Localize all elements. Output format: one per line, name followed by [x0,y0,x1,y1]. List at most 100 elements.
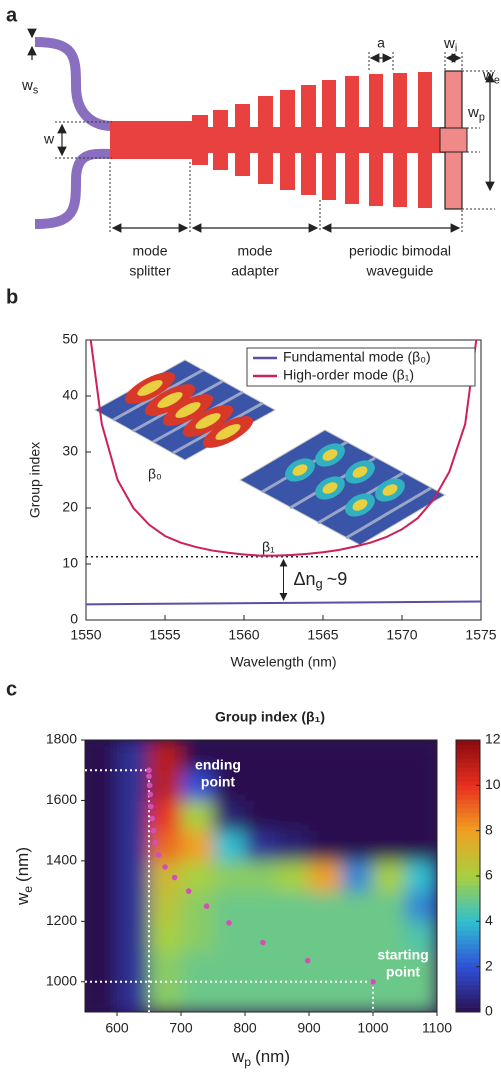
text-base: w [231,1047,245,1066]
colorbar-step [456,939,480,945]
x-tick-label: 900 [297,1020,321,1036]
y-tick-label: 0 [70,611,78,627]
inset-core [382,484,398,496]
colorbar-step [456,880,480,886]
heatmap-cell [277,860,310,892]
colorbar-label: 10 [485,776,501,792]
x-tick-label: 700 [169,1020,193,1036]
trajectory-point [146,782,153,789]
colorbar-step [456,812,480,818]
heatmap-cell [373,921,406,953]
y-tick-label: 1200 [46,912,77,928]
section-label: mode [132,243,167,259]
heatmap-cell [277,740,310,771]
x-tick-label: 600 [105,1020,129,1036]
heatmap-cell [405,740,437,771]
heatmap-cell [373,800,406,832]
colorbar-step [456,903,480,909]
trajectory-point [185,888,192,894]
heatmap-cell [309,830,342,862]
heatmap-cell [373,740,406,771]
heatmap-cell [341,860,374,892]
colorbar-step [456,830,480,836]
heatmap-cell [85,830,118,862]
section-label: adapter [231,263,279,279]
text-base: w [21,77,33,94]
colorbar-step [456,866,480,872]
plot-frame [85,339,482,621]
heatmap-cell [117,891,150,922]
heatmap-cell [309,921,342,953]
heatmap-cell [405,800,437,832]
heatmap-cells [85,740,437,1012]
heatmap [85,740,437,1012]
label-a: a [377,35,385,51]
text-sub: s [33,84,39,96]
heatmap-cell [245,891,278,922]
heatmap-cell [117,951,150,983]
colorbar-step [456,789,480,795]
colorbar-step [456,839,480,845]
colorbar-step [456,894,480,900]
trajectory-point [152,839,159,846]
heatmap-cell [405,921,437,953]
heatmap-cell [341,830,374,862]
delta-label: Δng ~9 [294,569,348,592]
y-tick-label: 50 [62,331,78,347]
inset [238,429,447,546]
unit-cell-bar [439,127,468,153]
heatmap-cell [85,860,118,892]
y-tick-label: 30 [62,443,78,459]
inset [93,359,277,461]
inset-core [352,466,368,478]
heatmap-cell [245,921,278,953]
x-tick-label: 1570 [386,627,417,643]
trajectory-point [150,827,157,834]
heatmap-cell [373,951,406,983]
inset-core [322,482,338,494]
heatmap-cell [213,800,246,832]
heatmap-cell [213,860,246,892]
text-base: w [467,104,479,121]
heatmap-cell [213,891,246,922]
heatmap-cell [181,740,214,771]
colorbar-step [456,1002,480,1008]
heatmap-cell [341,800,374,832]
inset-core [292,464,308,476]
trajectory-point [149,815,155,822]
colorbar-step [456,803,480,809]
heatmap-cell [277,921,310,953]
heatmap-cell [213,770,246,801]
colorbar-step [456,975,480,981]
y-tick-label: 1400 [46,852,77,868]
heatmap-cell [245,770,278,801]
inset-label: β₀ [148,466,162,482]
x-tick-label: 1100 [422,1020,452,1036]
text-sub: e [494,74,500,86]
heatmap-cell [149,800,182,832]
heatmap-cell [341,921,374,953]
heatmap-cell [149,830,182,862]
trajectory-point [226,920,232,926]
colorbar-step [456,984,480,990]
x-axis-label: Wavelength (nm) [230,654,336,670]
y-tick-label: 1800 [46,731,77,747]
heatmap-cell [309,800,342,832]
colorbar-step [456,980,480,986]
heatmap-cell [341,891,374,922]
colorbar-step [456,848,480,854]
colorbar-step [456,957,480,963]
heatmap-cell [341,951,374,983]
text-after: ~9 [327,569,348,589]
panel-label: a [6,4,18,26]
colorbar-step [456,758,480,764]
trajectory-point [146,767,152,774]
label-we: we [482,67,500,86]
colorbar-step [456,953,480,959]
heatmap-cell [373,830,406,862]
label-wi: wi [443,35,457,54]
y-tick-label: 1600 [46,791,77,807]
x-tick-label: 1000 [357,1020,388,1036]
heatmap-cell [117,800,150,832]
section-label: periodic bimodal [349,243,451,259]
